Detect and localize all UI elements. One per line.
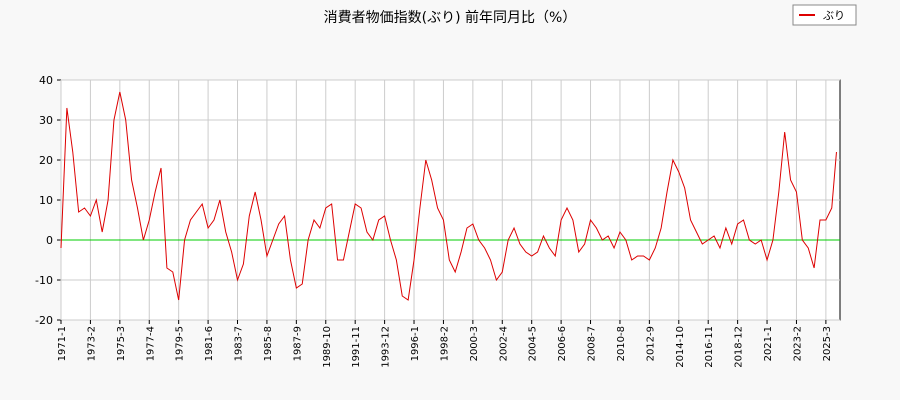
x-tick-label: 2000-3: [469, 326, 480, 361]
x-tick-label: 1991-11: [351, 326, 362, 368]
x-tick-label: 2016-11: [704, 326, 715, 368]
x-tick-label: 1977-4: [145, 326, 156, 361]
y-tick-label: 40: [39, 74, 53, 87]
x-tick-label: 1989-10: [322, 326, 333, 368]
x-tick-label: 1993-12: [381, 326, 392, 368]
x-tick-label: 2025-3: [822, 326, 833, 361]
x-tick-label: 2012-9: [645, 326, 656, 361]
x-tick-label: 1973-2: [86, 326, 97, 361]
x-tick-label: 1981-6: [204, 326, 215, 361]
x-tick-label: 2023-2: [792, 326, 803, 361]
y-tick-label: -20: [35, 314, 53, 327]
y-tick-label: 0: [46, 234, 53, 247]
data-line: [60, 91, 837, 301]
y-tick-label: 20: [39, 154, 53, 167]
x-tick-label: 1985-8: [263, 326, 274, 361]
x-tick-label: 2006-6: [557, 326, 568, 361]
x-tick-label: 1971-1: [57, 326, 68, 361]
chart-title: 消費者物価指数(ぶり) 前年同月比（%）: [324, 9, 577, 26]
x-tick-label: 1979-5: [175, 326, 186, 361]
x-tick-label: 1998-2: [439, 326, 450, 361]
x-tick-label: 2014-10: [675, 326, 686, 368]
x-tick-label: 2004-5: [528, 326, 539, 361]
legend-box: [792, 4, 857, 26]
x-tick-label: 2002-4: [498, 326, 509, 361]
x-tick-label: 1975-3: [116, 326, 127, 361]
y-tick-label: 10: [39, 194, 53, 207]
y-tick-label: 30: [39, 114, 53, 127]
x-tick-label: 1996-1: [410, 326, 421, 361]
x-tick-label: 1987-9: [292, 326, 303, 361]
y-tick-label: -10: [35, 274, 53, 287]
x-tick-label: 2021-1: [763, 326, 774, 361]
x-tick-label: 2018-12: [734, 326, 745, 368]
x-tick-label: 2010-8: [616, 326, 627, 361]
legend-label: ぶり: [823, 9, 845, 22]
x-tick-label: 1983-7: [234, 326, 245, 361]
x-tick-label: 2008-7: [587, 326, 598, 361]
